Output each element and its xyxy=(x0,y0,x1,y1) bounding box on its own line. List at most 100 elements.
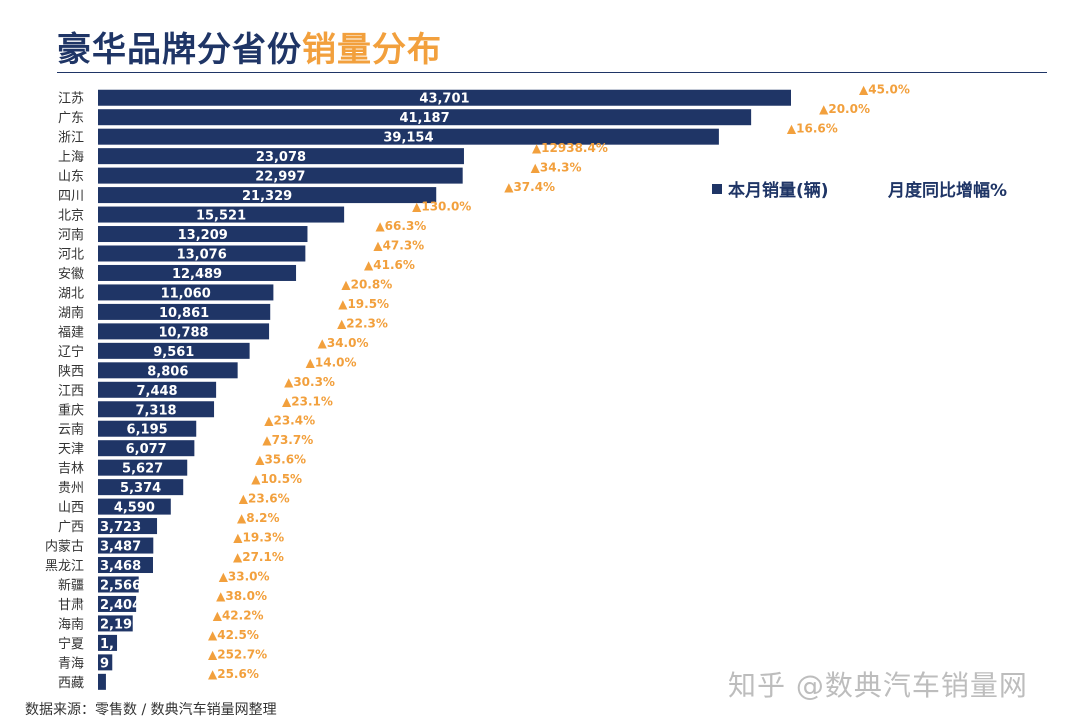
category-label: 上海 xyxy=(58,150,84,165)
category-label: 新疆 xyxy=(58,577,84,593)
sales-bar xyxy=(98,323,270,340)
sales-bar xyxy=(98,284,274,301)
sales-bar xyxy=(98,109,752,126)
sales-value-label: 1, xyxy=(100,637,114,652)
category-label: 福建 xyxy=(58,325,84,340)
growth-label: ▲20.0% xyxy=(819,102,870,116)
sales-bar xyxy=(98,537,154,554)
sales-value-label: 5,627 xyxy=(122,462,163,477)
sales-bar xyxy=(98,167,463,184)
growth-label: ▲42.2% xyxy=(213,608,264,622)
growth-label: ▲23.6% xyxy=(239,492,290,506)
sales-bar xyxy=(98,634,118,651)
growth-label: ▲22.3% xyxy=(337,316,388,330)
growth-label: ▲33.0% xyxy=(219,569,270,583)
sales-bar xyxy=(98,557,153,574)
category-label: 海南 xyxy=(58,616,84,632)
category-label: 北京 xyxy=(58,209,84,224)
growth-label: ▲130.0% xyxy=(412,200,471,214)
category-label: 河北 xyxy=(58,247,84,262)
title-part2: 销量分布 xyxy=(302,30,442,70)
growth-label: ▲12938.4% xyxy=(532,141,608,155)
category-label: 黑龙江 xyxy=(45,559,84,574)
growth-label: ▲23.4% xyxy=(264,414,315,428)
sales-value-label: 22,997 xyxy=(255,170,305,185)
growth-label: ▲16.6% xyxy=(787,122,838,136)
sales-bar xyxy=(98,362,238,379)
sales-bar xyxy=(98,303,271,320)
growth-label: ▲10.5% xyxy=(251,472,302,486)
category-label: 江苏 xyxy=(58,91,84,107)
sales-value-label: 4,590 xyxy=(114,501,155,516)
sales-value-label: 6,195 xyxy=(127,423,168,438)
category-label: 宁夏 xyxy=(58,636,84,652)
category-label: 辽宁 xyxy=(58,344,84,360)
category-label: 西藏 xyxy=(58,676,84,691)
category-label: 重庆 xyxy=(58,402,84,418)
growth-label: ▲30.3% xyxy=(284,375,335,389)
sales-bar xyxy=(98,148,464,165)
growth-label: ▲27.1% xyxy=(233,550,284,564)
sales-value-label: 3,723 xyxy=(100,520,141,535)
category-label: 陕西 xyxy=(58,364,84,379)
sales-value-label: 3,468 xyxy=(100,559,141,574)
source-note: 数据来源：零售数 / 数典汽车销量网整理 xyxy=(25,702,277,718)
title-part1: 豪华品牌分省份 xyxy=(57,30,302,70)
category-label: 湖北 xyxy=(58,286,84,301)
category-label: 吉林 xyxy=(58,462,84,477)
sales-value-label: 7,448 xyxy=(136,384,177,399)
sales-bar xyxy=(98,673,106,690)
legend-sales: 本月销量(辆) xyxy=(712,176,829,201)
watermark: 知乎 @数典汽车销量网 xyxy=(728,669,1028,702)
growth-label: ▲47.3% xyxy=(373,238,424,252)
sales-value-label: 13,076 xyxy=(177,247,227,262)
sales-value-label: 11,060 xyxy=(161,286,211,301)
sales-bar xyxy=(98,264,297,281)
category-label: 广西 xyxy=(58,520,84,535)
growth-label: ▲66.3% xyxy=(375,219,426,233)
sales-bar xyxy=(98,615,133,632)
sales-value-label: 41,187 xyxy=(399,111,449,126)
sales-bar xyxy=(98,459,188,476)
sales-bar xyxy=(98,206,345,223)
growth-label: ▲14.0% xyxy=(306,355,357,369)
sales-bar xyxy=(98,401,215,418)
growth-label: ▲41.6% xyxy=(364,258,415,272)
sales-value-label: 23,078 xyxy=(256,150,306,165)
sales-bar xyxy=(98,518,158,535)
category-label: 广东 xyxy=(58,111,84,126)
sales-value-label: 7,318 xyxy=(135,403,176,418)
sales-value-label: 2,566 xyxy=(100,578,141,593)
growth-label: ▲34.3% xyxy=(531,161,582,175)
page-title: 豪华品牌分省份销量分布 xyxy=(57,22,442,71)
sales-bar xyxy=(98,498,171,515)
growth-label: ▲38.0% xyxy=(216,589,267,603)
growth-label: ▲25.6% xyxy=(208,667,259,681)
sales-value-label: 13,209 xyxy=(178,228,228,243)
sales-bar xyxy=(98,245,306,262)
growth-label: ▲42.5% xyxy=(208,628,259,642)
sales-value-label: 5,374 xyxy=(120,481,161,496)
sales-bar xyxy=(98,187,437,204)
sales-bar xyxy=(98,440,195,457)
category-label: 江西 xyxy=(58,384,84,399)
growth-label: ▲19.5% xyxy=(338,297,389,311)
growth-label: ▲73.7% xyxy=(262,433,313,447)
sales-value-label: 43,701 xyxy=(419,92,469,107)
growth-label: ▲34.0% xyxy=(318,336,369,350)
sales-value-label: 2,19 xyxy=(100,617,132,632)
category-label: 湖南 xyxy=(58,305,84,321)
category-label: 河南 xyxy=(58,227,84,243)
category-label: 安徽 xyxy=(58,267,84,282)
sales-bar xyxy=(98,342,250,359)
sales-value-label: 12,489 xyxy=(172,267,222,282)
sales-value-label: 39,154 xyxy=(383,131,433,146)
growth-label: ▲252.7% xyxy=(208,647,267,661)
legend-sales-label: 本月销量(辆) xyxy=(728,181,829,201)
sales-value-label: 9,561 xyxy=(153,345,194,360)
growth-label: ▲20.8% xyxy=(341,277,392,291)
category-label: 山西 xyxy=(58,501,84,516)
legend-square-icon xyxy=(712,184,722,194)
sales-bar xyxy=(98,420,197,437)
